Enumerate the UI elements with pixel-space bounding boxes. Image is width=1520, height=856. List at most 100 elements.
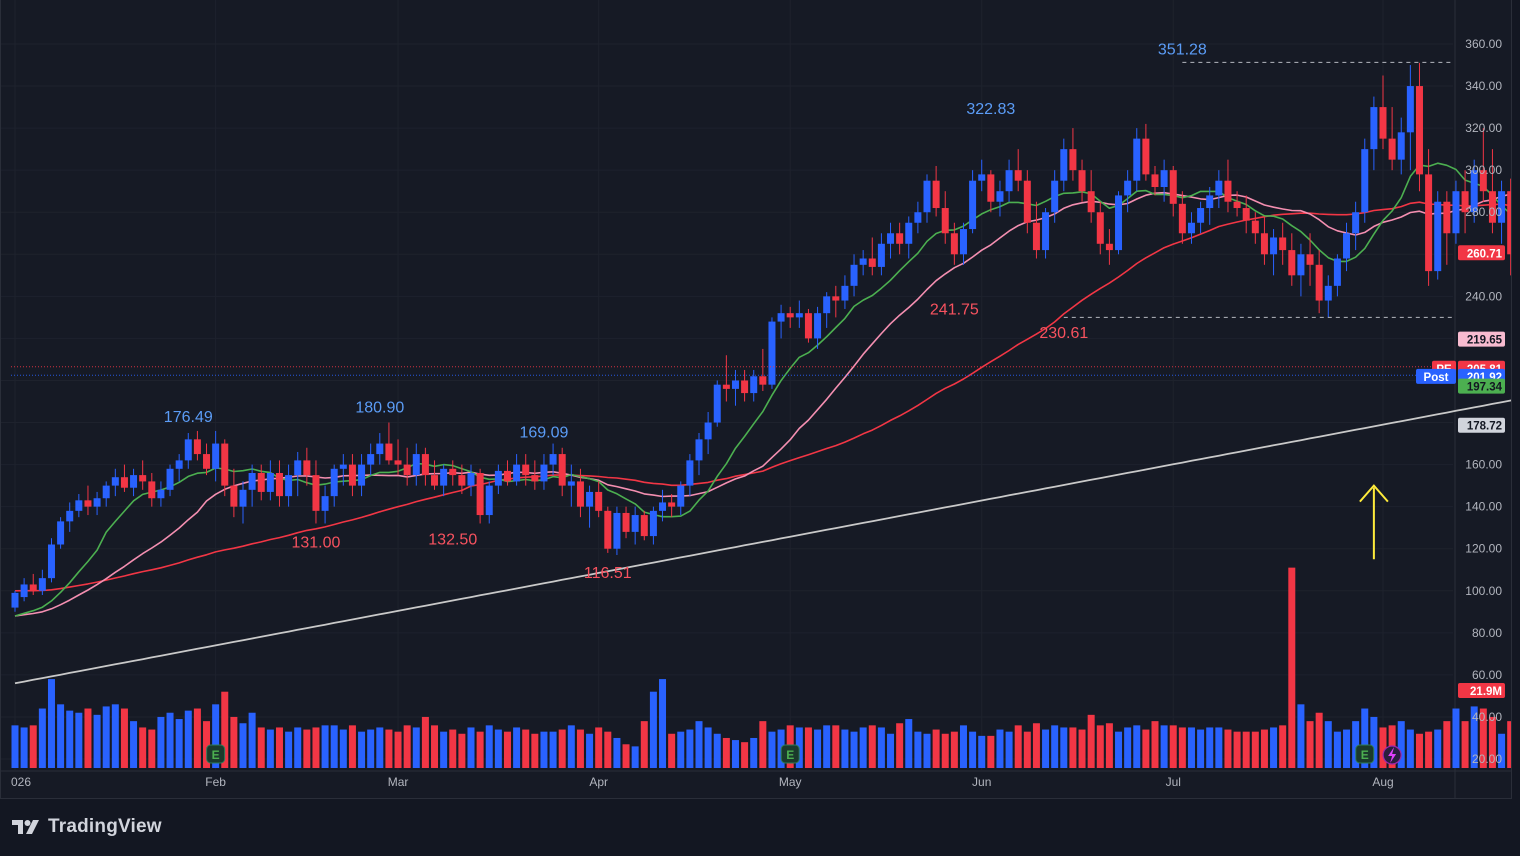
candle-body xyxy=(567,481,575,486)
volume-bar xyxy=(66,710,74,768)
lightning-glyph xyxy=(1388,747,1397,763)
volume-bar xyxy=(567,725,575,768)
candle-body xyxy=(503,470,511,482)
volume-bar xyxy=(93,714,101,768)
candle-body xyxy=(631,515,639,532)
candle-body xyxy=(877,243,885,267)
price-axis-label: 120.00 xyxy=(1465,542,1502,556)
volume-bar xyxy=(1042,729,1050,768)
candle-body xyxy=(1178,203,1186,234)
candle-body xyxy=(1242,208,1250,221)
volume-bar xyxy=(1306,721,1314,768)
candle-body xyxy=(38,578,46,591)
volume-bar xyxy=(503,731,511,768)
brand-name: TradingView xyxy=(48,816,162,837)
candle-body xyxy=(1425,174,1433,272)
volume-bar xyxy=(887,733,895,768)
candle-body xyxy=(713,384,721,423)
volume-bar xyxy=(467,727,475,768)
candle-body xyxy=(1215,180,1223,196)
candle-body xyxy=(1361,149,1369,213)
candle-body xyxy=(1470,170,1478,213)
candle-body xyxy=(367,454,375,465)
candle-body xyxy=(1151,174,1159,187)
price-badge xyxy=(1458,331,1505,347)
volume-bar xyxy=(704,727,712,768)
candle-body xyxy=(239,489,247,507)
candle-body xyxy=(905,222,913,244)
price-annotation: 176.49 xyxy=(164,409,213,426)
volume-bar xyxy=(193,708,201,768)
volume-bar xyxy=(814,729,822,768)
price-axis-label: 100.00 xyxy=(1465,584,1502,598)
volume-bar xyxy=(1288,567,1296,768)
candle-body xyxy=(203,454,211,469)
candle-body xyxy=(403,464,411,476)
volume-bar xyxy=(996,729,1004,768)
volume-bar xyxy=(102,706,110,768)
volume-bar xyxy=(1115,731,1123,768)
volume-bar xyxy=(1032,723,1040,768)
candle-body xyxy=(1115,195,1123,251)
candle-body xyxy=(777,313,785,322)
volume-bar xyxy=(1470,706,1478,768)
candle-body xyxy=(859,258,867,265)
chart-panel[interactable]: 176.49 180.90 169.09 131.00 132.50 116.51 322.… xyxy=(0,0,1512,799)
candle-body xyxy=(449,468,457,476)
volume-bar xyxy=(394,731,402,768)
volume-bar xyxy=(1251,731,1259,768)
volume-bar xyxy=(1224,729,1232,768)
candle-body xyxy=(1087,191,1095,213)
price-badge-prefix-bg xyxy=(1416,368,1456,384)
candle-body xyxy=(1169,170,1177,204)
volume-bar xyxy=(750,737,758,768)
volume-bar xyxy=(257,727,265,768)
volume-bar xyxy=(722,737,730,768)
volume-bar xyxy=(330,725,338,768)
volume-bar xyxy=(1197,729,1205,768)
candle-body xyxy=(84,500,92,507)
volume-bar xyxy=(294,727,302,768)
candle-body xyxy=(1315,264,1323,301)
volume-bar xyxy=(1379,727,1387,768)
candle-body xyxy=(412,454,420,476)
candle-body xyxy=(175,460,183,469)
candle-body xyxy=(166,468,174,490)
volume-bar xyxy=(1142,729,1150,768)
price-axis-label: 20.00 xyxy=(1472,752,1502,766)
volume-bar xyxy=(184,710,192,768)
volume-bar xyxy=(695,721,703,768)
volume-bar xyxy=(741,742,749,768)
candle-body xyxy=(1306,254,1314,265)
volume-bar xyxy=(157,716,165,768)
price-axis-label: 60.00 xyxy=(1472,668,1502,682)
volume-bar xyxy=(29,725,37,768)
candle-body xyxy=(339,464,347,469)
ma-slow-line xyxy=(14,201,1511,592)
volume-bar xyxy=(421,716,429,768)
price-annotation: 322.83 xyxy=(966,101,1015,118)
candle-body xyxy=(604,510,612,549)
candle-body xyxy=(987,174,995,202)
candle-body xyxy=(1069,149,1077,171)
volume-bar xyxy=(1425,731,1433,768)
candle-body xyxy=(1142,138,1150,175)
volume-bar xyxy=(959,725,967,768)
volume-bar xyxy=(130,721,138,768)
volume-bar xyxy=(385,729,393,768)
candle-body xyxy=(1397,132,1405,160)
candle-body xyxy=(659,502,667,511)
volume-bar xyxy=(1270,727,1278,768)
volume-bar xyxy=(275,727,283,768)
volume-bar xyxy=(120,708,128,768)
brand[interactable]: TradingView xyxy=(12,814,162,840)
candle-body xyxy=(549,454,557,465)
candle-body xyxy=(540,464,548,482)
candle-body xyxy=(93,498,101,507)
candle-body xyxy=(1014,170,1022,181)
volume-bar xyxy=(38,708,46,768)
candle-body xyxy=(1498,191,1506,223)
volume-bar xyxy=(622,744,630,768)
price-chart[interactable]: 176.49 180.90 169.09 131.00 132.50 116.51 322.… xyxy=(1,0,1511,798)
candle-body xyxy=(1032,222,1040,251)
